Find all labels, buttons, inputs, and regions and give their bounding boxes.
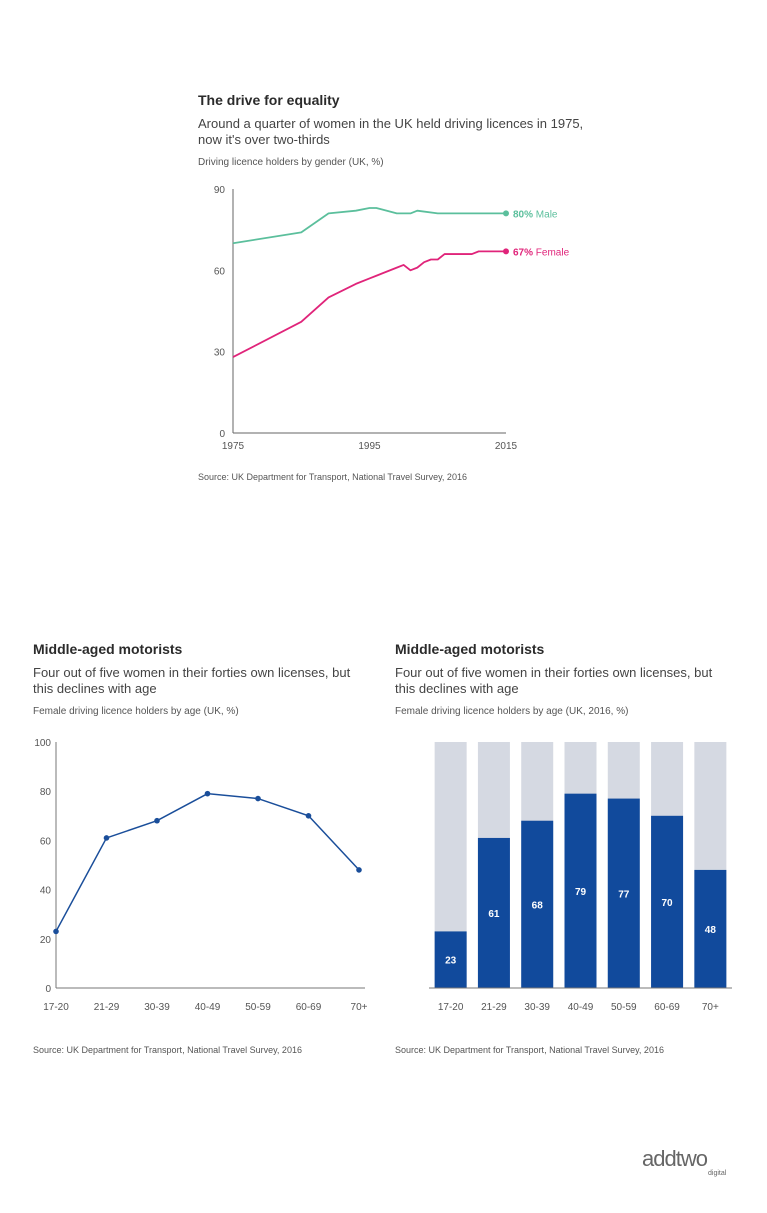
chart3-x-tick-label: 70+: [702, 1002, 719, 1013]
chart2-y-tick-label: 0: [45, 984, 51, 995]
chart3-bar: [607, 798, 640, 988]
chart1-end-label-value: 80%: [513, 209, 536, 220]
chart1-caption: Driving licence holders by gender (UK, %…: [198, 157, 384, 168]
chart3-title: Middle-aged motorists: [395, 641, 545, 657]
chart2-x-tick-label: 21-29: [94, 1002, 120, 1013]
chart2-y-tick-label: 20: [40, 935, 52, 946]
chart1-end-label-name: Female: [536, 247, 570, 258]
chart2-x-tick-label: 17-20: [43, 1002, 69, 1013]
chart1-title: The drive for equality: [198, 92, 340, 108]
chart2-x-tick-label: 50-59: [245, 1002, 271, 1013]
chart3-bar-value-label: 79: [575, 887, 587, 898]
chart1-series-line-male: [232, 207, 506, 245]
chart1-x-tick-label: 2015: [495, 441, 518, 452]
chart3-caption: Female driving licence holders by age (U…: [395, 706, 629, 717]
chart1-x-tick-label: 1995: [358, 441, 381, 452]
chart3-bar: [694, 869, 727, 988]
chart2-data-point: [255, 795, 261, 802]
chart1-y-tick-label: 30: [214, 348, 226, 359]
chart1-series-line-female: [232, 250, 506, 358]
chart1-source: Source: UK Department for Transport, Nat…: [198, 472, 467, 482]
chart3-bar-value-label: 61: [488, 909, 500, 920]
chart3-subtitle: Four out of five women in their forties …: [395, 665, 713, 696]
chart3-bar: [434, 931, 467, 988]
chart3-x-tick-label: 60-69: [654, 1002, 680, 1013]
chart2-y-tick-label: 100: [34, 738, 51, 749]
chart1-end-label-value: 67%: [513, 247, 536, 258]
chart2-y-tick-label: 80: [40, 787, 52, 798]
chart3-plot: 23 17-20 61 21-29 68 30-39 79 40-49 77 50-59 70 60-…: [429, 742, 732, 1013]
chart3-x-tick-label: 40-49: [568, 1002, 594, 1013]
chart2-data-point: [305, 813, 312, 819]
chart2-caption: Female driving licence holders by age (U…: [33, 706, 239, 717]
chart3-x-tick-label: 17-20: [438, 1002, 464, 1013]
chart1-end-label-male: 80% Male: [513, 209, 558, 220]
chart2-subtitle: Four out of five women in their forties …: [33, 665, 351, 696]
chart2-header: Middle-aged motorists Four out of five w…: [33, 641, 363, 717]
chart3-bar: [521, 820, 554, 988]
chart3-x-tick-label: 50-59: [611, 1002, 637, 1013]
chart3-bar-value-label: 23: [445, 956, 457, 967]
chart3-bar-value-label: 68: [532, 900, 544, 911]
chart2-source: Source: UK Department for Transport, Nat…: [33, 1045, 302, 1055]
chart3-bar: [477, 837, 510, 988]
chart1-end-label-name: Male: [536, 209, 558, 220]
chart2-data-point: [53, 928, 59, 935]
chart1-endpoint-female: [503, 248, 509, 255]
chart1-y-tick-label: 60: [214, 266, 226, 277]
chart3-source: Source: UK Department for Transport, Nat…: [395, 1045, 664, 1055]
chart2-x-tick-label: 30-39: [144, 1002, 170, 1013]
chart3-bar: [651, 815, 684, 988]
chart3-x-tick-label: 30-39: [524, 1002, 550, 1013]
chart2-y-tick-label: 60: [40, 836, 52, 847]
chart1-y-tick-label: 0: [219, 429, 225, 440]
chart1-x-tick-label: 1975: [222, 441, 245, 452]
chart3-bar: [564, 793, 597, 988]
chart2-x-tick-label: 70+: [351, 1002, 368, 1013]
chart3-bar-value-label: 48: [705, 925, 717, 936]
chart3-x-tick-label: 21-29: [481, 1002, 507, 1013]
chart1-plot: 0 30 60 90 1975 1995 2015 80% Male 67% Female: [214, 185, 570, 452]
chart1-end-label-female: 67% Female: [513, 247, 570, 258]
chart3-bar-value-label: 70: [662, 898, 674, 909]
chart2-x-tick-label: 60-69: [296, 1002, 322, 1013]
logo-sub: digital: [708, 1170, 727, 1177]
chart1-endpoint-male: [503, 210, 509, 217]
chart2-data-point: [356, 867, 362, 873]
chart2-data-point: [103, 835, 110, 841]
chart2-data-point: [204, 790, 211, 797]
chart2-plot: 0 20 40 60 80 100 17-20 21-29 30-39 40-49 50-59 60-…: [34, 738, 368, 1013]
chart3-bar-value-label: 77: [618, 889, 630, 900]
chart2-title: Middle-aged motorists: [33, 641, 183, 657]
chart3-header: Middle-aged motorists Four out of five w…: [395, 641, 725, 717]
addtwo-logo: addtwo digital: [640, 1140, 730, 1180]
chart2-y-tick-label: 40: [40, 886, 52, 897]
logo-word: addtwo: [642, 1146, 708, 1171]
chart2-data-point: [154, 817, 160, 824]
chart1-header: The drive for equality Around a quarter …: [198, 92, 618, 168]
chart2-x-tick-label: 40-49: [195, 1002, 221, 1013]
chart1-subtitle: Around a quarter of women in the UK held…: [198, 116, 584, 147]
chart1-y-tick-label: 90: [214, 185, 226, 196]
